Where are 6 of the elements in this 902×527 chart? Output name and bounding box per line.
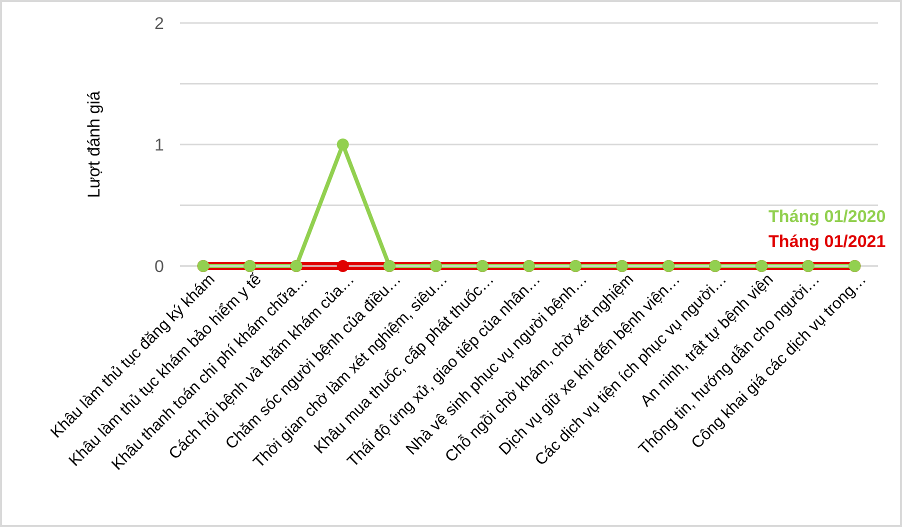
series-label: Tháng 01/2021 [768, 232, 886, 251]
y-tick-label: 0 [154, 257, 164, 276]
y-tick-label: 2 [154, 14, 164, 34]
text: Tháng 01/2020 [768, 207, 886, 226]
y-tick-label: 1 [154, 136, 164, 155]
y-axis-title: Lượt đánh giá [84, 90, 104, 198]
